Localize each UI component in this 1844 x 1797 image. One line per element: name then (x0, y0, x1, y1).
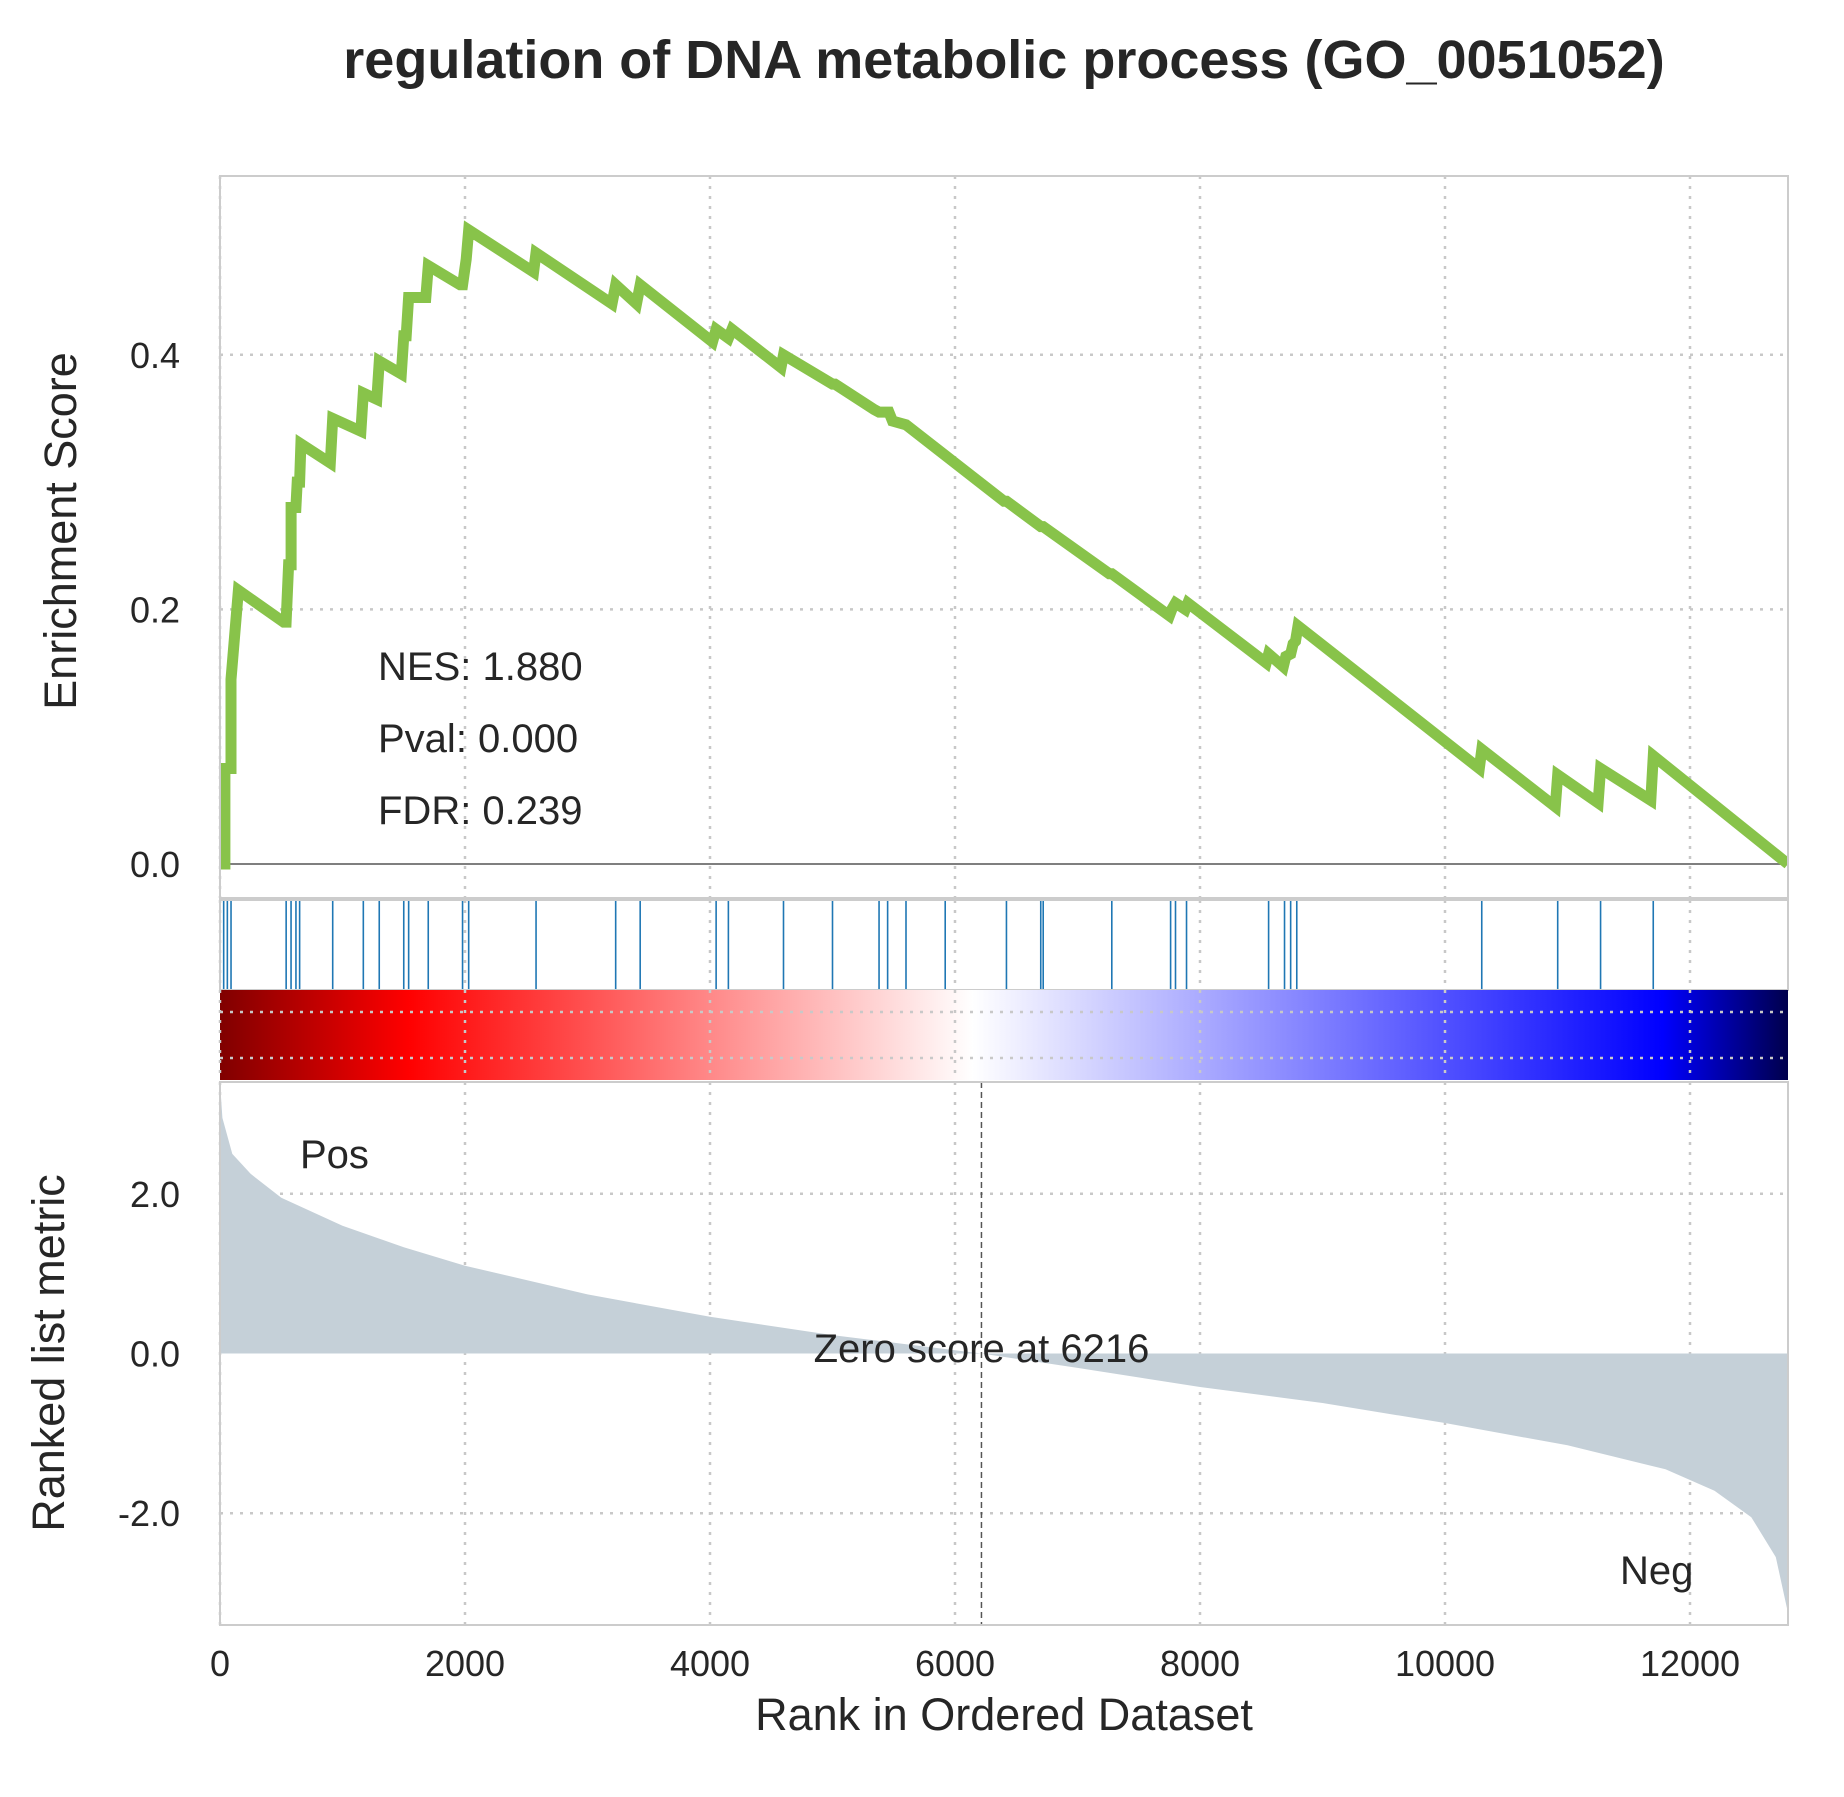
x-axis-label: Rank in Ordered Dataset (755, 1689, 1253, 1740)
ranked-metric-panel: Zero score at 6216 Pos Neg 2.0 0.0 -2.0 Ra… (23, 1081, 1789, 1626)
heatmap-grid (218, 990, 1788, 1080)
hits-panel (218, 899, 1789, 991)
enrichment-panel: 0.0 0.2 0.4 Enrichment Score NES: 1.880 Pv… (35, 175, 1789, 899)
chart-title: regulation of DNA metabolic process (GO_… (343, 30, 1664, 90)
es-ytick-2: 0.4 (130, 335, 180, 376)
ranked-metric-frame (219, 1081, 1789, 1626)
ranked-metric-y-ticks: 2.0 0.0 -2.0 (118, 1174, 180, 1534)
enrichment-grid (218, 176, 1788, 898)
neg-label: Neg (1620, 1549, 1693, 1593)
hits-grid (218, 900, 1692, 990)
pval-annotation: Pval: 0.000 (378, 717, 578, 761)
rm-ytick-0: 2.0 (130, 1174, 180, 1215)
es-ytick-1: 0.2 (130, 589, 180, 630)
enrichment-score-line (220, 220, 1788, 870)
fdr-annotation: FDR: 0.239 (378, 789, 583, 833)
xtick-0: 0 (210, 1643, 230, 1684)
rank-heatmap (218, 990, 1788, 1080)
xtick-6: 12000 (1640, 1643, 1740, 1684)
enrichment-frame (219, 175, 1789, 899)
rm-ytick-1: 0.0 (130, 1334, 180, 1375)
xtick-5: 10000 (1395, 1643, 1495, 1684)
enrichment-y-ticks: 0.0 0.2 0.4 (130, 335, 180, 885)
rm-ytick-2: -2.0 (118, 1493, 180, 1534)
rank-heatmap-bar (220, 990, 1788, 1080)
xtick-3: 6000 (915, 1643, 995, 1684)
pos-label: Pos (300, 1133, 369, 1177)
ranked-metric-y-label: Ranked list metric (23, 1174, 74, 1532)
xtick-2: 4000 (670, 1643, 750, 1684)
hits-frame (219, 899, 1789, 991)
x-axis-ticks: 0 2000 4000 6000 8000 10000 12000 (210, 1643, 1740, 1684)
gene-hit-marks (222, 900, 1655, 990)
xtick-4: 8000 (1160, 1643, 1240, 1684)
ranked-metric-area (220, 1082, 1788, 1613)
es-ytick-0: 0.0 (130, 844, 180, 885)
enrichment-y-label: Enrichment Score (35, 352, 86, 710)
zero-score-label: Zero score at 6216 (814, 1327, 1150, 1371)
xtick-1: 2000 (425, 1643, 505, 1684)
nes-annotation: NES: 1.880 (378, 645, 583, 689)
